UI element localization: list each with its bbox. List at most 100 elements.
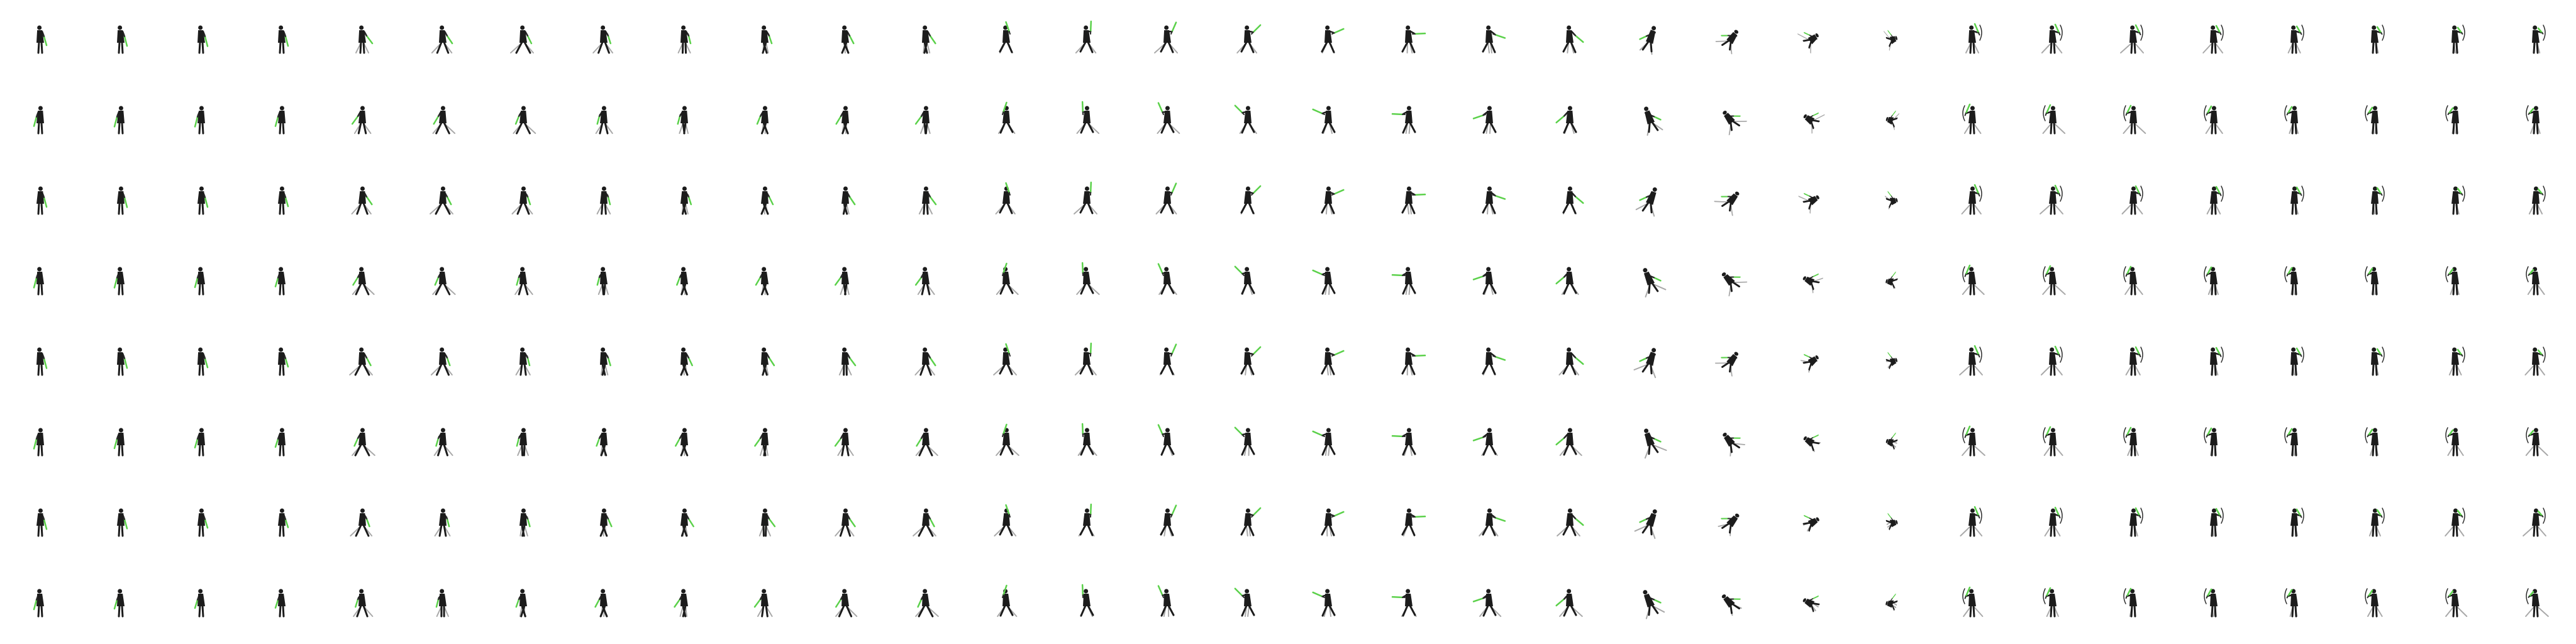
character-sprite (1555, 428, 1582, 456)
sprite-frame-walk-r5-f7 (886, 402, 966, 483)
character-sprite (113, 267, 125, 296)
sprite-frame-attack-r6-f4 (1288, 483, 1368, 564)
sprite-frame-walk-r5-f5 (724, 402, 805, 483)
character-sprite (113, 106, 125, 135)
character-sprite (2365, 266, 2379, 296)
sprite-frame-death-r2-f2 (1771, 161, 1852, 242)
character-sprite (596, 186, 611, 215)
sprite-frame-idle-r0-f2 (161, 0, 242, 80)
character-sprite (2210, 347, 2224, 376)
sprite-frame-attack-r0-f6 (1449, 0, 1530, 80)
sprite-frame-walk-r7-f5 (724, 564, 805, 644)
sprite-frame-death-r7-f2 (1771, 564, 1852, 644)
character-sprite (1635, 187, 1657, 217)
sprite-frame-death-r5-f1 (1690, 402, 1771, 483)
sprite-frame-walk-r5-f2 (483, 402, 564, 483)
character-sprite (1644, 106, 1663, 136)
character-sprite (278, 25, 289, 54)
character-sprite (2123, 104, 2146, 135)
character-sprite (596, 428, 608, 457)
sprite-frame-attack-r7-f5 (1368, 564, 1449, 644)
sprite-frame-death-r3-f1 (1690, 242, 1771, 322)
character-sprite (1555, 106, 1577, 134)
character-sprite (430, 347, 453, 376)
character-sprite (1312, 589, 1336, 617)
sprite-frame-attack-r0-f2 (1127, 0, 1208, 80)
character-sprite (1885, 513, 1898, 530)
sprite-frame-ranged-r5-f0 (1932, 402, 2012, 483)
sprite-frame-walk-r5-f0 (322, 402, 402, 483)
character-sprite (435, 589, 449, 618)
sprite-frame-walk-r4-f0 (322, 322, 402, 402)
sprite-frame-attack-r0-f3 (1208, 0, 1288, 80)
character-sprite (1234, 265, 1255, 295)
character-sprite (2526, 266, 2545, 296)
sprite-frame-attack-r4-f2 (1127, 322, 1208, 402)
character-sprite (2284, 427, 2298, 457)
character-sprite (997, 101, 1016, 134)
character-sprite (2290, 347, 2304, 376)
sprite-frame-attack-r5-f1 (1046, 402, 1127, 483)
sprite-frame-ranged-r2-f6 (2415, 161, 2496, 242)
sprite-frame-ranged-r0-f1 (2012, 0, 2093, 80)
character-sprite (2204, 266, 2219, 296)
character-sprite (841, 186, 856, 215)
sprite-frame-death-r1-f3 (1852, 80, 1932, 161)
sprite-frame-death-r4-f0 (1610, 322, 1690, 402)
character-sprite (1557, 508, 1584, 536)
character-sprite (2043, 587, 2059, 618)
character-sprite (996, 423, 1019, 456)
character-sprite (1479, 508, 1506, 536)
character-sprite (278, 347, 289, 376)
character-sprite (1960, 506, 1983, 537)
character-sprite (754, 428, 769, 457)
sprite-frame-ranged-r6-f7 (2496, 483, 2576, 564)
sprite-frame-attack-r4-f0 (966, 322, 1046, 402)
sprite-frame-attack-r7-f4 (1288, 564, 1368, 644)
character-sprite (197, 347, 209, 376)
sprite-frame-idle-r5-f1 (80, 402, 161, 483)
sprite-frame-attack-r6-f2 (1127, 483, 1208, 564)
character-sprite (430, 186, 453, 215)
character-sprite (2525, 588, 2549, 618)
sprite-frame-ranged-r5-f7 (2496, 402, 2576, 483)
character-sprite (194, 428, 205, 457)
character-sprite (434, 508, 451, 537)
character-sprite (36, 25, 48, 54)
character-sprite (1800, 353, 1819, 373)
character-sprite (1391, 589, 1417, 617)
sprite-frame-attack-r5-f3 (1208, 402, 1288, 483)
sprite-frame-death-r1-f2 (1771, 80, 1852, 161)
character-sprite (1472, 267, 1497, 295)
sprite-frame-ranged-r2-f0 (1932, 161, 2012, 242)
character-sprite (2290, 508, 2304, 537)
sprite-frame-ranged-r6-f2 (2093, 483, 2174, 564)
sprite-frame-ranged-r1-f4 (2254, 80, 2334, 161)
character-sprite (1802, 514, 1819, 532)
character-sprite (278, 508, 289, 537)
character-sprite (1721, 272, 1748, 297)
sprite-frame-walk-r2-f6 (805, 161, 886, 242)
sprite-frame-death-r7-f0 (1610, 564, 1690, 644)
sprite-frame-ranged-r2-f4 (2254, 161, 2334, 242)
character-sprite (1157, 585, 1175, 617)
sprite-frame-attack-r6-f6 (1449, 483, 1530, 564)
sprite-frame-death-r4-f1 (1690, 322, 1771, 402)
character-sprite (1555, 267, 1579, 295)
character-sprite (117, 347, 128, 376)
character-sprite (1234, 104, 1257, 134)
character-sprite (274, 428, 286, 457)
character-sprite (1965, 23, 1982, 54)
sprite-frame-attack-r2-f6 (1449, 161, 1530, 242)
sprite-frame-ranged-r0-f4 (2254, 0, 2334, 80)
character-sprite (353, 589, 374, 618)
character-sprite (922, 25, 936, 54)
character-sprite (841, 25, 855, 54)
sprite-frame-ranged-r7-f5 (2334, 564, 2415, 644)
sprite-frame-idle-r7-f1 (80, 564, 161, 644)
sprite-frame-idle-r2-f0 (0, 161, 80, 242)
character-sprite (1154, 21, 1178, 53)
sprite-frame-ranged-r2-f2 (2093, 161, 2174, 242)
character-sprite (351, 186, 373, 215)
character-sprite (918, 186, 937, 215)
